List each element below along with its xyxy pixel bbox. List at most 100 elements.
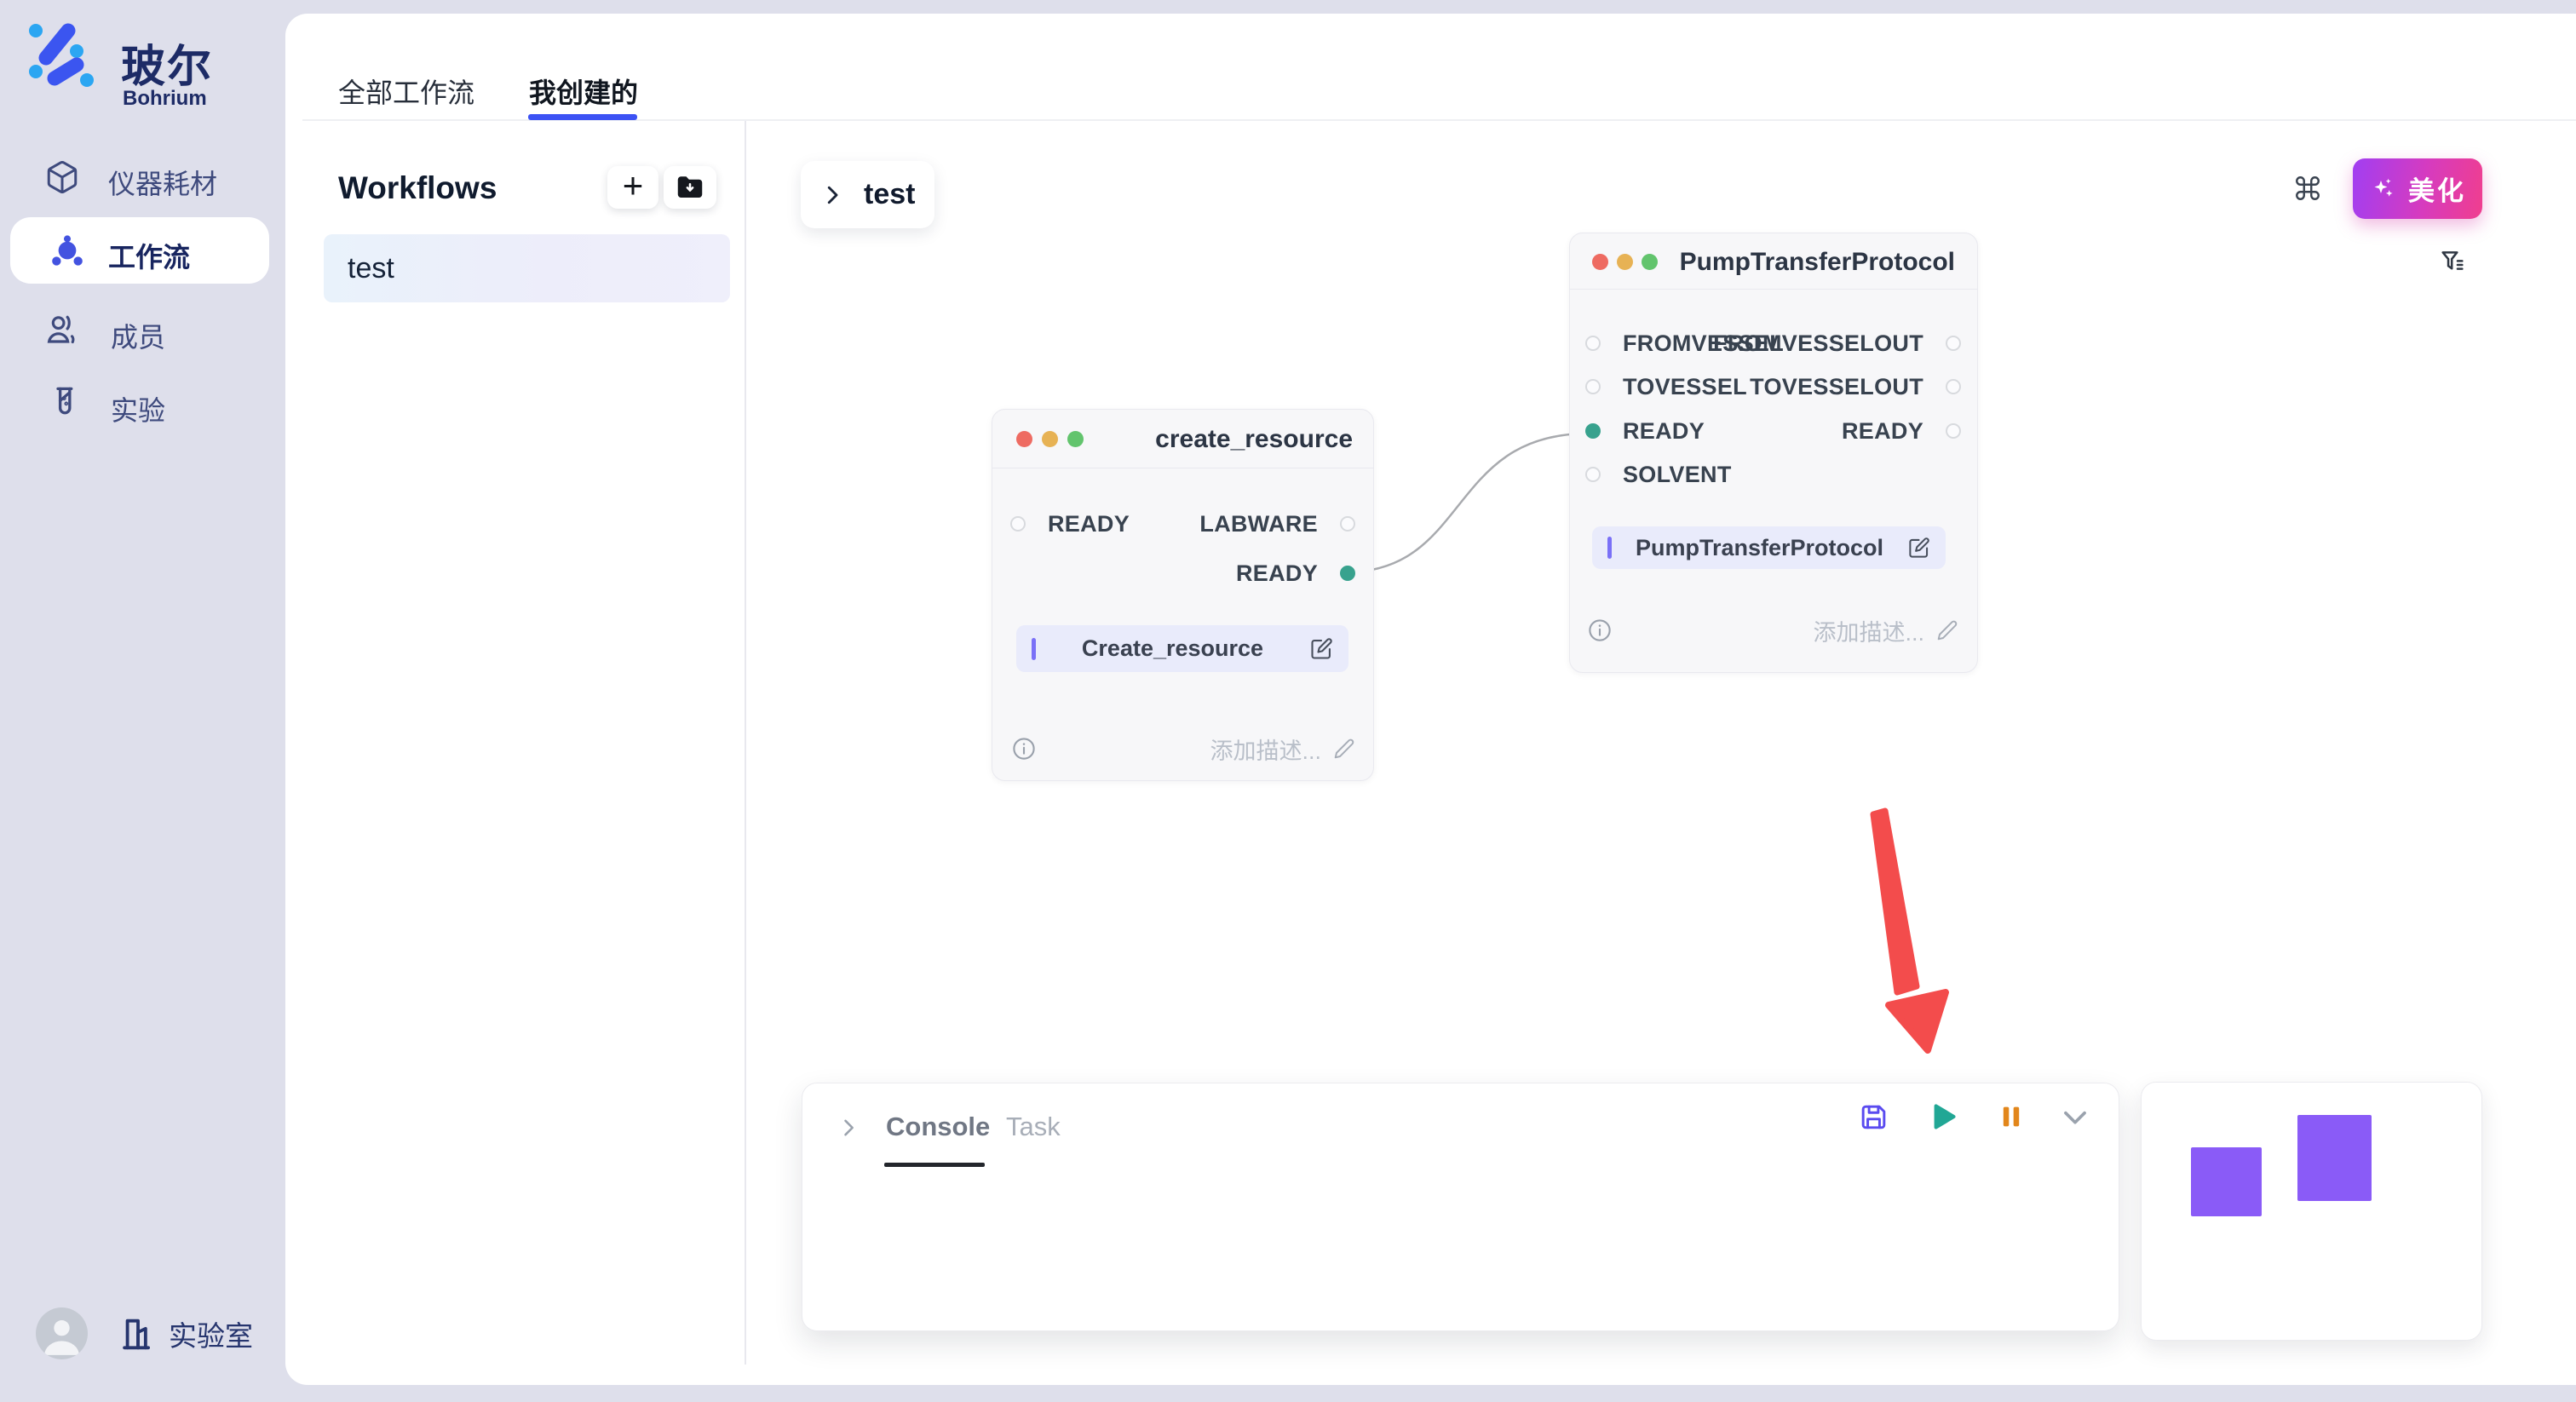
breadcrumb-label: test — [864, 178, 916, 210]
node-pump-transfer-protocol[interactable]: PumpTransferProtocol FROMVESSEL TOVESSEL… — [1569, 233, 1978, 673]
pause-icon[interactable] — [1997, 1102, 2026, 1131]
workflows-heading: Workflows — [338, 170, 497, 205]
folder-download-icon — [677, 176, 703, 198]
port-input-solvent[interactable]: SOLVENT — [1585, 459, 1732, 490]
chevron-right-icon[interactable] — [819, 182, 845, 208]
plus-icon: + — [622, 165, 644, 205]
node-action-pill[interactable]: PumpTransferProtocol — [1592, 526, 1946, 569]
sidebar-item-label: 工作流 — [108, 242, 191, 273]
sparkles-icon — [2374, 178, 2393, 197]
collapse-chevron-icon[interactable] — [837, 1116, 860, 1140]
sidebar-item-experiments[interactable]: 实验 — [10, 378, 269, 428]
beautify-button[interactable]: 美化 — [2353, 158, 2482, 219]
sidebar-item-label: 仪器耗材 — [108, 169, 218, 199]
members-icon — [47, 315, 75, 344]
person-icon — [44, 1319, 79, 1355]
lab-label: 实验室 — [169, 1320, 253, 1352]
console-tab-underline — [884, 1163, 985, 1167]
filter-icon[interactable] — [2439, 248, 2466, 275]
sidebar: 玻尔 Bohrium 仪器耗材 工作流 成员 — [0, 0, 285, 1402]
panel-divider — [745, 121, 746, 1365]
dot-yellow-icon — [1617, 254, 1633, 270]
workflow-list-item[interactable]: test — [324, 234, 730, 302]
port-input-tovessel[interactable]: TOVESSEL — [1585, 371, 1747, 402]
port-handle-icon[interactable] — [1585, 467, 1601, 482]
description-placeholder[interactable]: 添加描述... — [1210, 738, 1321, 764]
tab-task[interactable]: Task — [1006, 1112, 1061, 1141]
pill-label: Create_resource — [1081, 635, 1264, 661]
sidebar-item-members[interactable]: 成员 — [10, 305, 269, 354]
dot-green-icon — [1642, 254, 1658, 270]
node-header[interactable]: create_resource — [992, 410, 1373, 468]
dot-yellow-icon — [1042, 431, 1058, 447]
experiment-icon — [56, 387, 73, 415]
beautify-label: 美化 — [2408, 176, 2466, 206]
port-handle-icon[interactable] — [1946, 336, 1961, 351]
pencil-icon[interactable] — [1333, 738, 1355, 760]
port-handle-icon[interactable] — [1340, 516, 1355, 531]
tabbar-divider — [302, 119, 2576, 121]
node-footer: 添加描述... — [1587, 615, 1958, 646]
workflow-item-name: test — [348, 251, 394, 284]
node-title: PumpTransferProtocol — [1679, 248, 1955, 276]
sidebar-item-label: 成员 — [111, 322, 166, 353]
package-icon — [47, 161, 78, 193]
port-input-ready[interactable]: READY — [1585, 416, 1705, 446]
node-header[interactable]: PumpTransferProtocol — [1570, 233, 1977, 290]
workflow-icon — [52, 235, 83, 266]
edit-icon[interactable] — [1907, 537, 1930, 560]
tab-all-workflows[interactable]: 全部工作流 — [338, 78, 475, 108]
info-icon[interactable] — [1011, 736, 1037, 761]
tab-my-created[interactable]: 我创建的 — [529, 78, 639, 108]
import-folder-button[interactable] — [664, 166, 716, 209]
tab-console[interactable]: Console — [886, 1112, 991, 1141]
info-icon[interactable] — [1587, 618, 1613, 643]
breadcrumb[interactable]: test — [801, 161, 934, 228]
port-output-fromvesselout[interactable]: FROMVESSELOUT — [1713, 328, 1961, 359]
user-avatar[interactable] — [36, 1307, 88, 1359]
port-input-fromvessel[interactable]: FROMVESSEL — [1585, 328, 1784, 359]
logo-subtitle: Bohrium — [123, 87, 207, 110]
port-output-tovesselout[interactable]: TOVESSELOUT — [1750, 371, 1961, 402]
pencil-icon[interactable] — [1936, 619, 1958, 641]
port-handle-icon[interactable] — [1585, 379, 1601, 394]
minimap-node-create-resource — [2191, 1147, 2262, 1216]
bohrium-logo-icon — [29, 23, 94, 87]
play-icon[interactable] — [1926, 1100, 1960, 1134]
pill-accent-bar — [1607, 537, 1612, 559]
port-output-ready[interactable]: READY — [1842, 416, 1961, 446]
sidebar-item-label: 实验 — [111, 395, 166, 426]
port-output-labware[interactable]: LABWARE — [1199, 509, 1355, 539]
port-handle-icon[interactable] — [1946, 379, 1961, 394]
chevron-down-icon[interactable] — [2059, 1105, 2091, 1132]
console-panel: Console Task — [802, 1083, 2119, 1331]
node-action-pill[interactable]: Create_resource — [1016, 625, 1348, 672]
description-placeholder[interactable]: 添加描述... — [1813, 619, 1924, 646]
sidebar-item-workflows[interactable]: 工作流 — [10, 217, 269, 284]
dot-green-icon — [1067, 431, 1084, 447]
logo-title: 玻尔 — [121, 43, 214, 92]
minimap[interactable] — [2141, 1082, 2482, 1341]
node-create-resource[interactable]: create_resource READY LABWARE READY Crea… — [992, 409, 1374, 781]
dot-red-icon — [1592, 254, 1608, 270]
edit-icon[interactable] — [1309, 637, 1333, 661]
pill-label: PumpTransferProtocol — [1635, 534, 1884, 560]
building-icon — [123, 1319, 151, 1350]
port-output-ready[interactable]: READY — [1236, 558, 1355, 589]
sidebar-item-instruments[interactable]: 仪器耗材 — [10, 152, 269, 201]
port-handle-connected-icon[interactable] — [1585, 423, 1601, 439]
save-icon[interactable] — [1858, 1101, 1889, 1133]
pill-accent-bar — [1032, 637, 1036, 660]
port-input-ready[interactable]: READY — [1010, 509, 1130, 539]
active-tab-underline — [528, 114, 637, 120]
port-handle-icon[interactable] — [1946, 423, 1961, 439]
lab-switcher[interactable]: 实验室 — [119, 1312, 253, 1356]
command-icon[interactable] — [2293, 174, 2322, 203]
port-handle-icon[interactable] — [1585, 336, 1601, 351]
port-handle-connected-icon[interactable] — [1340, 566, 1355, 581]
add-workflow-button[interactable]: + — [607, 166, 658, 209]
node-title: create_resource — [1155, 425, 1353, 453]
port-handle-icon[interactable] — [1010, 516, 1026, 531]
